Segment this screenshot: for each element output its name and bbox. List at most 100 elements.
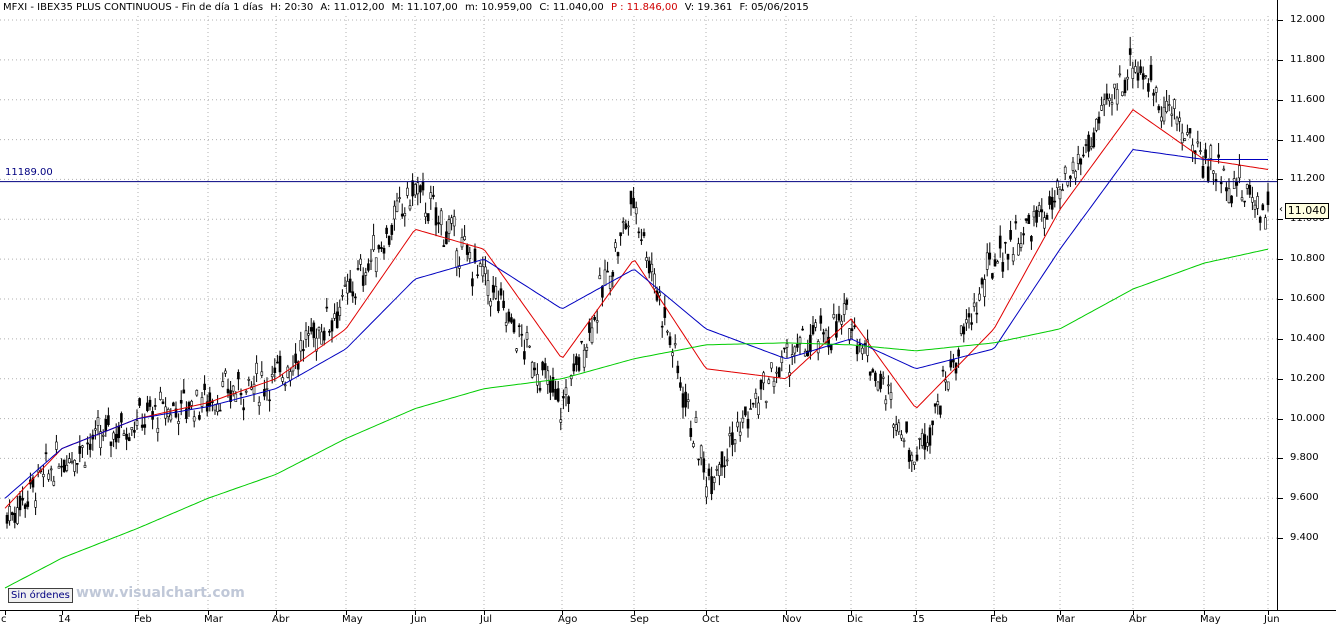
- candle-body: [1191, 144, 1194, 152]
- candle-body: [676, 365, 680, 374]
- candle-body: [429, 192, 433, 200]
- candle-body: [465, 244, 469, 255]
- candle-body: [419, 185, 422, 193]
- candle-body: [260, 371, 264, 376]
- candle-body: [273, 367, 277, 373]
- candle-body: [588, 322, 591, 333]
- candle-body: [931, 420, 934, 426]
- candle-body: [338, 306, 342, 316]
- watermark: www.visualchart.com: [76, 585, 245, 601]
- candle-body: [218, 409, 222, 412]
- candle-body: [530, 362, 534, 378]
- x-axis[interactable]: c 14 Feb Mar Abr May Jun Jul Ago Sep Oct Nov Dic 15 Fe…: [0, 610, 1336, 628]
- candle-body: [884, 399, 888, 405]
- candle-body: [195, 390, 199, 396]
- header-high: M: 11.107,00: [391, 2, 458, 13]
- y-tick-label: 9.600: [1290, 492, 1319, 504]
- x-tick: [208, 611, 209, 615]
- candle-body: [1061, 189, 1064, 192]
- y-tick: [1278, 20, 1283, 21]
- candle-body: [910, 454, 914, 461]
- candle-body: [390, 224, 394, 235]
- candle-body: [421, 181, 425, 191]
- candle-body: [354, 296, 357, 299]
- candle-body: [257, 401, 261, 407]
- candle-body: [1050, 196, 1054, 210]
- x-tick: [994, 611, 995, 615]
- candle-body: [296, 361, 300, 370]
- x-tick: [346, 611, 347, 615]
- candle-body: [1160, 116, 1163, 122]
- candle-body: [556, 388, 560, 402]
- candle-body: [551, 377, 555, 393]
- candle-body: [1110, 102, 1114, 105]
- candle-body: [772, 380, 776, 387]
- y-tick: [1278, 418, 1283, 420]
- candle-body: [377, 245, 381, 250]
- candle-body: [1043, 217, 1046, 229]
- candle-body: [1084, 144, 1088, 146]
- candle-body: [481, 266, 485, 277]
- candle-body: [393, 205, 396, 220]
- y-tick: [1278, 378, 1283, 380]
- candle-body: [156, 427, 160, 433]
- candle-body: [226, 388, 230, 394]
- candle-body: [60, 465, 63, 468]
- candle-body: [104, 418, 108, 432]
- candle-body: [1001, 262, 1005, 272]
- chart-plot-area[interactable]: [0, 0, 1277, 610]
- y-tick-label: 11.200: [1290, 173, 1325, 185]
- candle-body: [595, 320, 599, 323]
- candle-body: [871, 369, 875, 373]
- candle-body: [99, 431, 102, 449]
- candle-body: [621, 221, 625, 223]
- y-axis[interactable]: 12.00011.80011.60011.40011.20011.00010.8…: [1277, 0, 1336, 610]
- candle-body: [172, 402, 175, 407]
- orders-button[interactable]: Sin órdenes: [8, 588, 73, 603]
- candle-body: [252, 383, 256, 395]
- candle-body: [577, 357, 581, 371]
- candle-body: [868, 371, 872, 376]
- candle-body: [1027, 214, 1031, 224]
- candle-body: [263, 389, 266, 397]
- x-tick: [1268, 611, 1269, 615]
- candle-body: [835, 321, 838, 338]
- candle-body: [359, 258, 362, 265]
- candle-body: [1183, 138, 1187, 141]
- candle-body: [510, 317, 513, 323]
- candle-body: [224, 370, 227, 374]
- candle-body: [47, 473, 50, 480]
- candle-body: [546, 370, 550, 385]
- candle-body: [679, 382, 682, 388]
- candle-body: [668, 336, 672, 346]
- candle-body: [185, 408, 188, 419]
- candle-body: [585, 346, 589, 351]
- candle-body: [777, 367, 781, 378]
- candle-body: [894, 424, 898, 431]
- candle-body: [1178, 117, 1181, 122]
- candle-body: [328, 330, 331, 333]
- horizontal-level-label: 11189.00: [5, 167, 53, 178]
- candle-body: [192, 416, 196, 422]
- candle-body: [18, 495, 22, 511]
- candle-body: [957, 349, 960, 357]
- y-tick-label: 9.800: [1290, 452, 1319, 464]
- candle-body: [109, 441, 113, 446]
- y-tick: [1278, 538, 1283, 540]
- candle-body: [996, 261, 999, 264]
- candle-body: [504, 322, 508, 326]
- candle-body: [484, 266, 487, 275]
- candle-body: [1004, 241, 1007, 244]
- candle-body: [312, 322, 316, 338]
- candle-body: [411, 180, 414, 197]
- candle-body: [1201, 166, 1205, 178]
- candle-body: [1045, 214, 1049, 220]
- candle-body: [1134, 66, 1137, 73]
- x-tick-label: 15: [912, 614, 925, 625]
- candle-body: [1022, 233, 1025, 236]
- candle-body: [356, 268, 360, 270]
- candle-body: [850, 328, 854, 332]
- candle-body: [208, 392, 212, 407]
- y-tick: [1278, 179, 1283, 181]
- candle-body: [983, 279, 986, 297]
